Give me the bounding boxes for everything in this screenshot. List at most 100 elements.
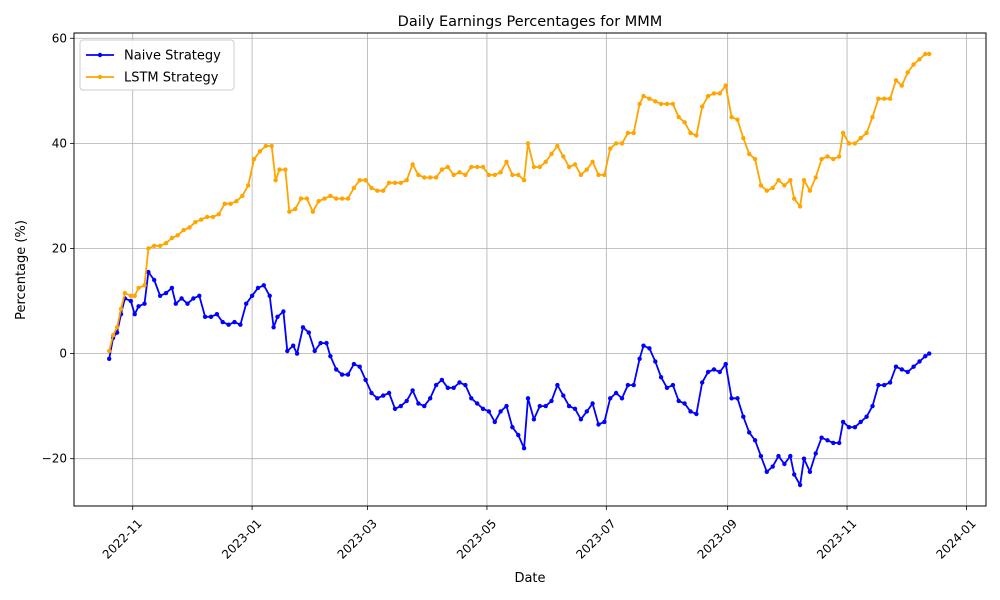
data-point xyxy=(602,172,607,178)
data-point xyxy=(852,141,858,146)
data-point xyxy=(596,422,601,427)
data-point xyxy=(392,180,398,185)
data-point xyxy=(543,159,548,164)
data-point xyxy=(322,196,327,201)
data-point xyxy=(870,114,875,120)
data-point xyxy=(300,325,306,330)
data-point xyxy=(298,196,304,201)
data-point xyxy=(363,377,368,383)
data-point xyxy=(899,367,904,372)
data-point xyxy=(410,162,415,167)
data-point xyxy=(927,351,932,356)
data-point xyxy=(741,135,746,141)
data-point xyxy=(596,172,601,178)
legend-marker xyxy=(97,74,103,80)
data-point xyxy=(269,143,274,149)
data-point xyxy=(770,185,775,191)
data-point xyxy=(293,206,298,212)
data-point xyxy=(191,296,196,301)
data-point xyxy=(764,188,769,193)
data-point xyxy=(758,453,764,459)
legend: Naive Strategy LSTM Strategy xyxy=(79,39,235,91)
data-point xyxy=(132,293,137,298)
data-point xyxy=(641,93,646,99)
data-point xyxy=(220,319,225,325)
data-point xyxy=(700,104,705,109)
data-point xyxy=(819,435,824,440)
data-point xyxy=(625,130,631,136)
data-point xyxy=(197,293,202,298)
data-point xyxy=(498,409,503,414)
data-point xyxy=(521,178,527,183)
data-point xyxy=(163,290,169,296)
data-point xyxy=(128,293,133,298)
data-point xyxy=(163,241,169,246)
data-point xyxy=(222,201,227,206)
data-point xyxy=(510,425,515,430)
legend-label: LSTM Strategy xyxy=(124,71,219,86)
data-point xyxy=(590,401,595,406)
data-point xyxy=(711,91,717,96)
data-point xyxy=(653,99,658,104)
data-point xyxy=(240,193,245,199)
data-point xyxy=(578,417,584,422)
data-point xyxy=(122,290,128,296)
data-point xyxy=(306,330,311,335)
data-point xyxy=(475,164,480,170)
data-point xyxy=(136,285,141,291)
data-point xyxy=(369,390,374,396)
data-point xyxy=(277,167,282,172)
data-point xyxy=(357,178,362,183)
data-point xyxy=(700,380,705,385)
data-point xyxy=(386,390,392,396)
data-point xyxy=(271,325,276,330)
data-point xyxy=(345,372,351,377)
data-point xyxy=(428,175,433,180)
data-point xyxy=(110,333,116,338)
data-point xyxy=(625,382,631,388)
data-point xyxy=(893,78,899,83)
data-point xyxy=(238,322,243,327)
data-point xyxy=(705,93,711,99)
data-point xyxy=(647,96,652,101)
data-point xyxy=(876,96,881,101)
y-tick-label: 20 xyxy=(52,241,67,255)
data-point xyxy=(422,403,427,409)
data-point xyxy=(602,419,607,425)
data-point xyxy=(741,414,746,419)
data-point xyxy=(537,164,542,170)
data-point xyxy=(711,367,717,372)
data-point xyxy=(923,354,928,359)
data-point xyxy=(797,482,803,488)
data-point xyxy=(179,296,184,301)
data-point xyxy=(246,183,251,188)
data-point xyxy=(193,220,198,225)
plot-area-frame xyxy=(73,32,987,507)
data-point xyxy=(846,425,852,430)
data-point xyxy=(208,314,214,319)
data-point xyxy=(770,464,775,469)
data-point xyxy=(480,164,486,170)
data-point xyxy=(457,380,462,385)
data-point xyxy=(613,141,619,146)
data-point xyxy=(216,212,221,217)
data-point xyxy=(504,403,509,409)
data-point xyxy=(876,382,881,388)
data-point xyxy=(157,243,163,248)
data-point xyxy=(688,409,693,414)
data-point xyxy=(893,364,899,369)
data-point xyxy=(428,396,433,401)
data-point xyxy=(287,209,292,214)
data-point xyxy=(404,178,409,183)
data-point xyxy=(549,398,554,404)
data-point xyxy=(480,406,486,411)
data-point xyxy=(608,146,613,151)
y-tick-label: 0 xyxy=(59,347,67,361)
data-point xyxy=(451,385,456,390)
data-point xyxy=(118,306,124,312)
data-point xyxy=(647,346,652,351)
legend-box xyxy=(79,39,235,91)
series-layer xyxy=(107,51,932,488)
data-point xyxy=(864,414,869,419)
data-point xyxy=(735,396,740,401)
